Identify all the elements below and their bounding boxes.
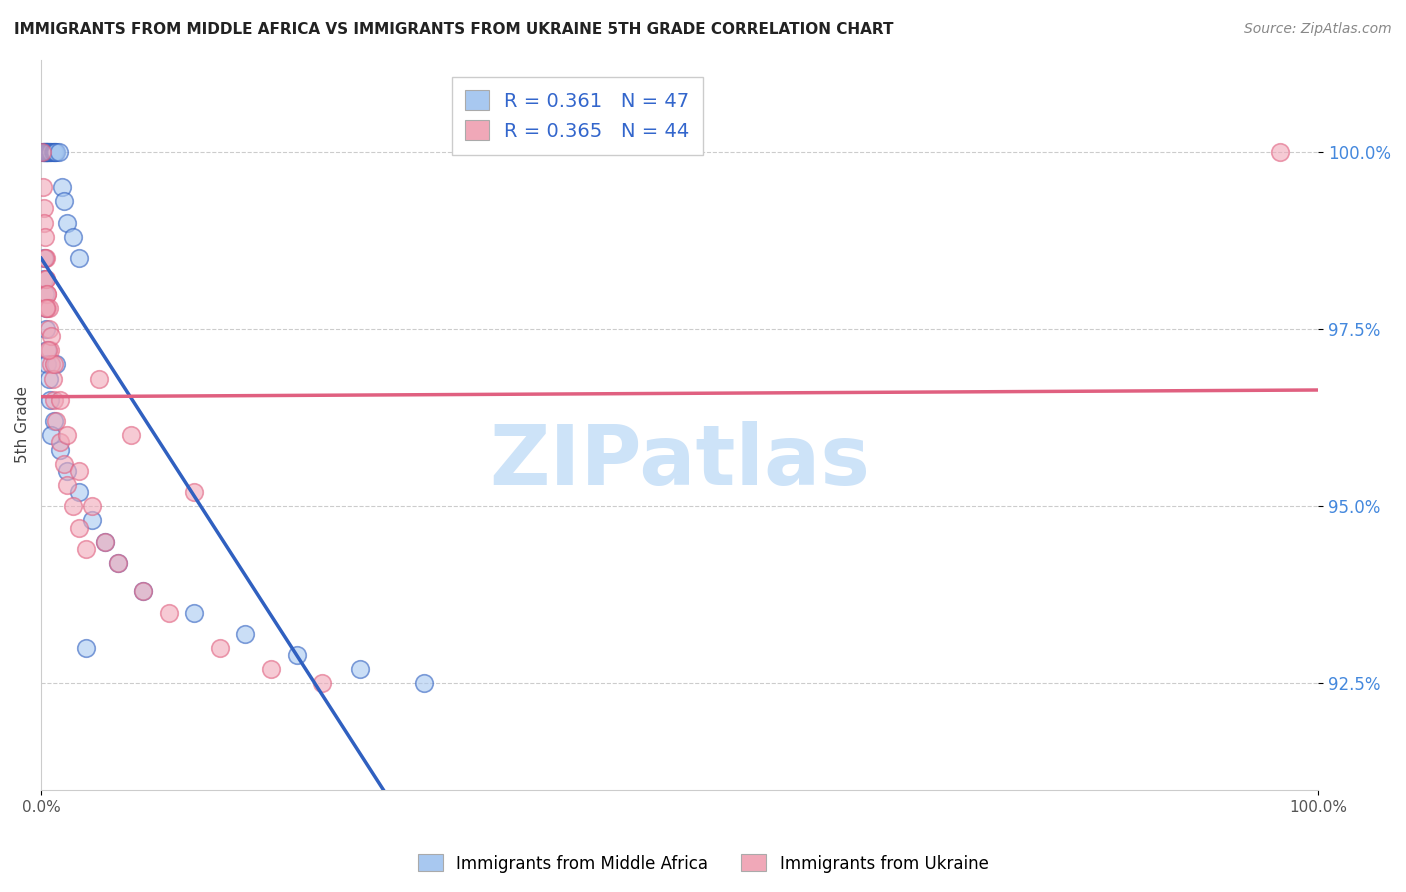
Point [42, 145, 65, 159]
Point [49, 435, 72, 450]
Point [55, 478, 77, 492]
Point [132, 584, 155, 599]
Point [285, 648, 308, 662]
Point [41, 329, 63, 343]
Point [37, 286, 59, 301]
Point [35, 272, 58, 286]
Point [34, 286, 56, 301]
Point [35, 145, 58, 159]
Point [38, 301, 60, 315]
Point [107, 556, 129, 570]
Point [120, 428, 142, 442]
Point [39, 392, 62, 407]
Point [42, 358, 65, 372]
Point [32, 251, 55, 265]
Legend: Immigrants from Middle Africa, Immigrants from Ukraine: Immigrants from Middle Africa, Immigrant… [411, 847, 995, 880]
Point [55, 464, 77, 478]
Point [44, 145, 66, 159]
Point [87, 371, 110, 385]
Point [35, 272, 58, 286]
Point [32, 145, 55, 159]
Point [41, 145, 63, 159]
Point [53, 457, 76, 471]
Point [39, 145, 62, 159]
Point [67, 520, 90, 534]
Legend: R = 0.361   N = 47, R = 0.365   N = 44: R = 0.361 N = 47, R = 0.365 N = 44 [451, 77, 703, 154]
Point [34, 145, 56, 159]
Point [37, 301, 59, 315]
Point [82, 513, 104, 527]
Point [31, 145, 53, 159]
Point [75, 641, 97, 656]
Point [53, 194, 76, 209]
Point [37, 145, 59, 159]
Point [35, 322, 58, 336]
Point [41, 358, 63, 372]
Point [34, 230, 56, 244]
Point [38, 322, 60, 336]
Point [37, 343, 59, 358]
Point [38, 371, 60, 385]
Point [34, 216, 56, 230]
Point [45, 358, 67, 372]
Point [349, 662, 371, 676]
Point [32, 202, 55, 216]
Point [48, 145, 70, 159]
Point [67, 251, 90, 265]
Point [35, 145, 58, 159]
Point [49, 392, 72, 407]
Point [75, 541, 97, 556]
Point [51, 180, 73, 194]
Point [34, 301, 56, 315]
Point [55, 216, 77, 230]
Point [260, 662, 283, 676]
Point [34, 251, 56, 265]
Text: IMMIGRANTS FROM MIDDLE AFRICA VS IMMIGRANTS FROM UKRAINE 5TH GRADE CORRELATION C: IMMIGRANTS FROM MIDDLE AFRICA VS IMMIGRA… [14, 22, 894, 37]
Point [45, 145, 67, 159]
Point [41, 371, 63, 385]
Point [1268, 145, 1291, 159]
Point [34, 301, 56, 315]
Point [107, 556, 129, 570]
Point [34, 145, 56, 159]
Point [183, 485, 205, 500]
Point [45, 414, 67, 428]
Point [157, 606, 180, 620]
Point [35, 286, 58, 301]
Point [32, 180, 55, 194]
Point [311, 676, 333, 690]
Point [42, 414, 65, 428]
Point [208, 641, 231, 656]
Point [94, 534, 117, 549]
Point [34, 272, 56, 286]
Point [34, 145, 56, 159]
Point [34, 251, 56, 265]
Point [41, 145, 63, 159]
Point [235, 627, 257, 641]
Point [32, 145, 55, 159]
Point [49, 442, 72, 457]
Point [67, 485, 90, 500]
Point [37, 358, 59, 372]
Point [67, 464, 90, 478]
Point [38, 145, 60, 159]
Point [183, 606, 205, 620]
Point [39, 343, 62, 358]
Point [62, 230, 84, 244]
Text: ZIPatlas: ZIPatlas [489, 421, 870, 501]
Point [62, 500, 84, 514]
Point [413, 676, 436, 690]
Y-axis label: 5th Grade: 5th Grade [15, 386, 30, 463]
Point [35, 343, 58, 358]
Point [37, 145, 59, 159]
Point [41, 428, 63, 442]
Point [132, 584, 155, 599]
Point [82, 500, 104, 514]
Point [42, 392, 65, 407]
Point [94, 534, 117, 549]
Text: Source: ZipAtlas.com: Source: ZipAtlas.com [1244, 22, 1392, 37]
Point [55, 428, 77, 442]
